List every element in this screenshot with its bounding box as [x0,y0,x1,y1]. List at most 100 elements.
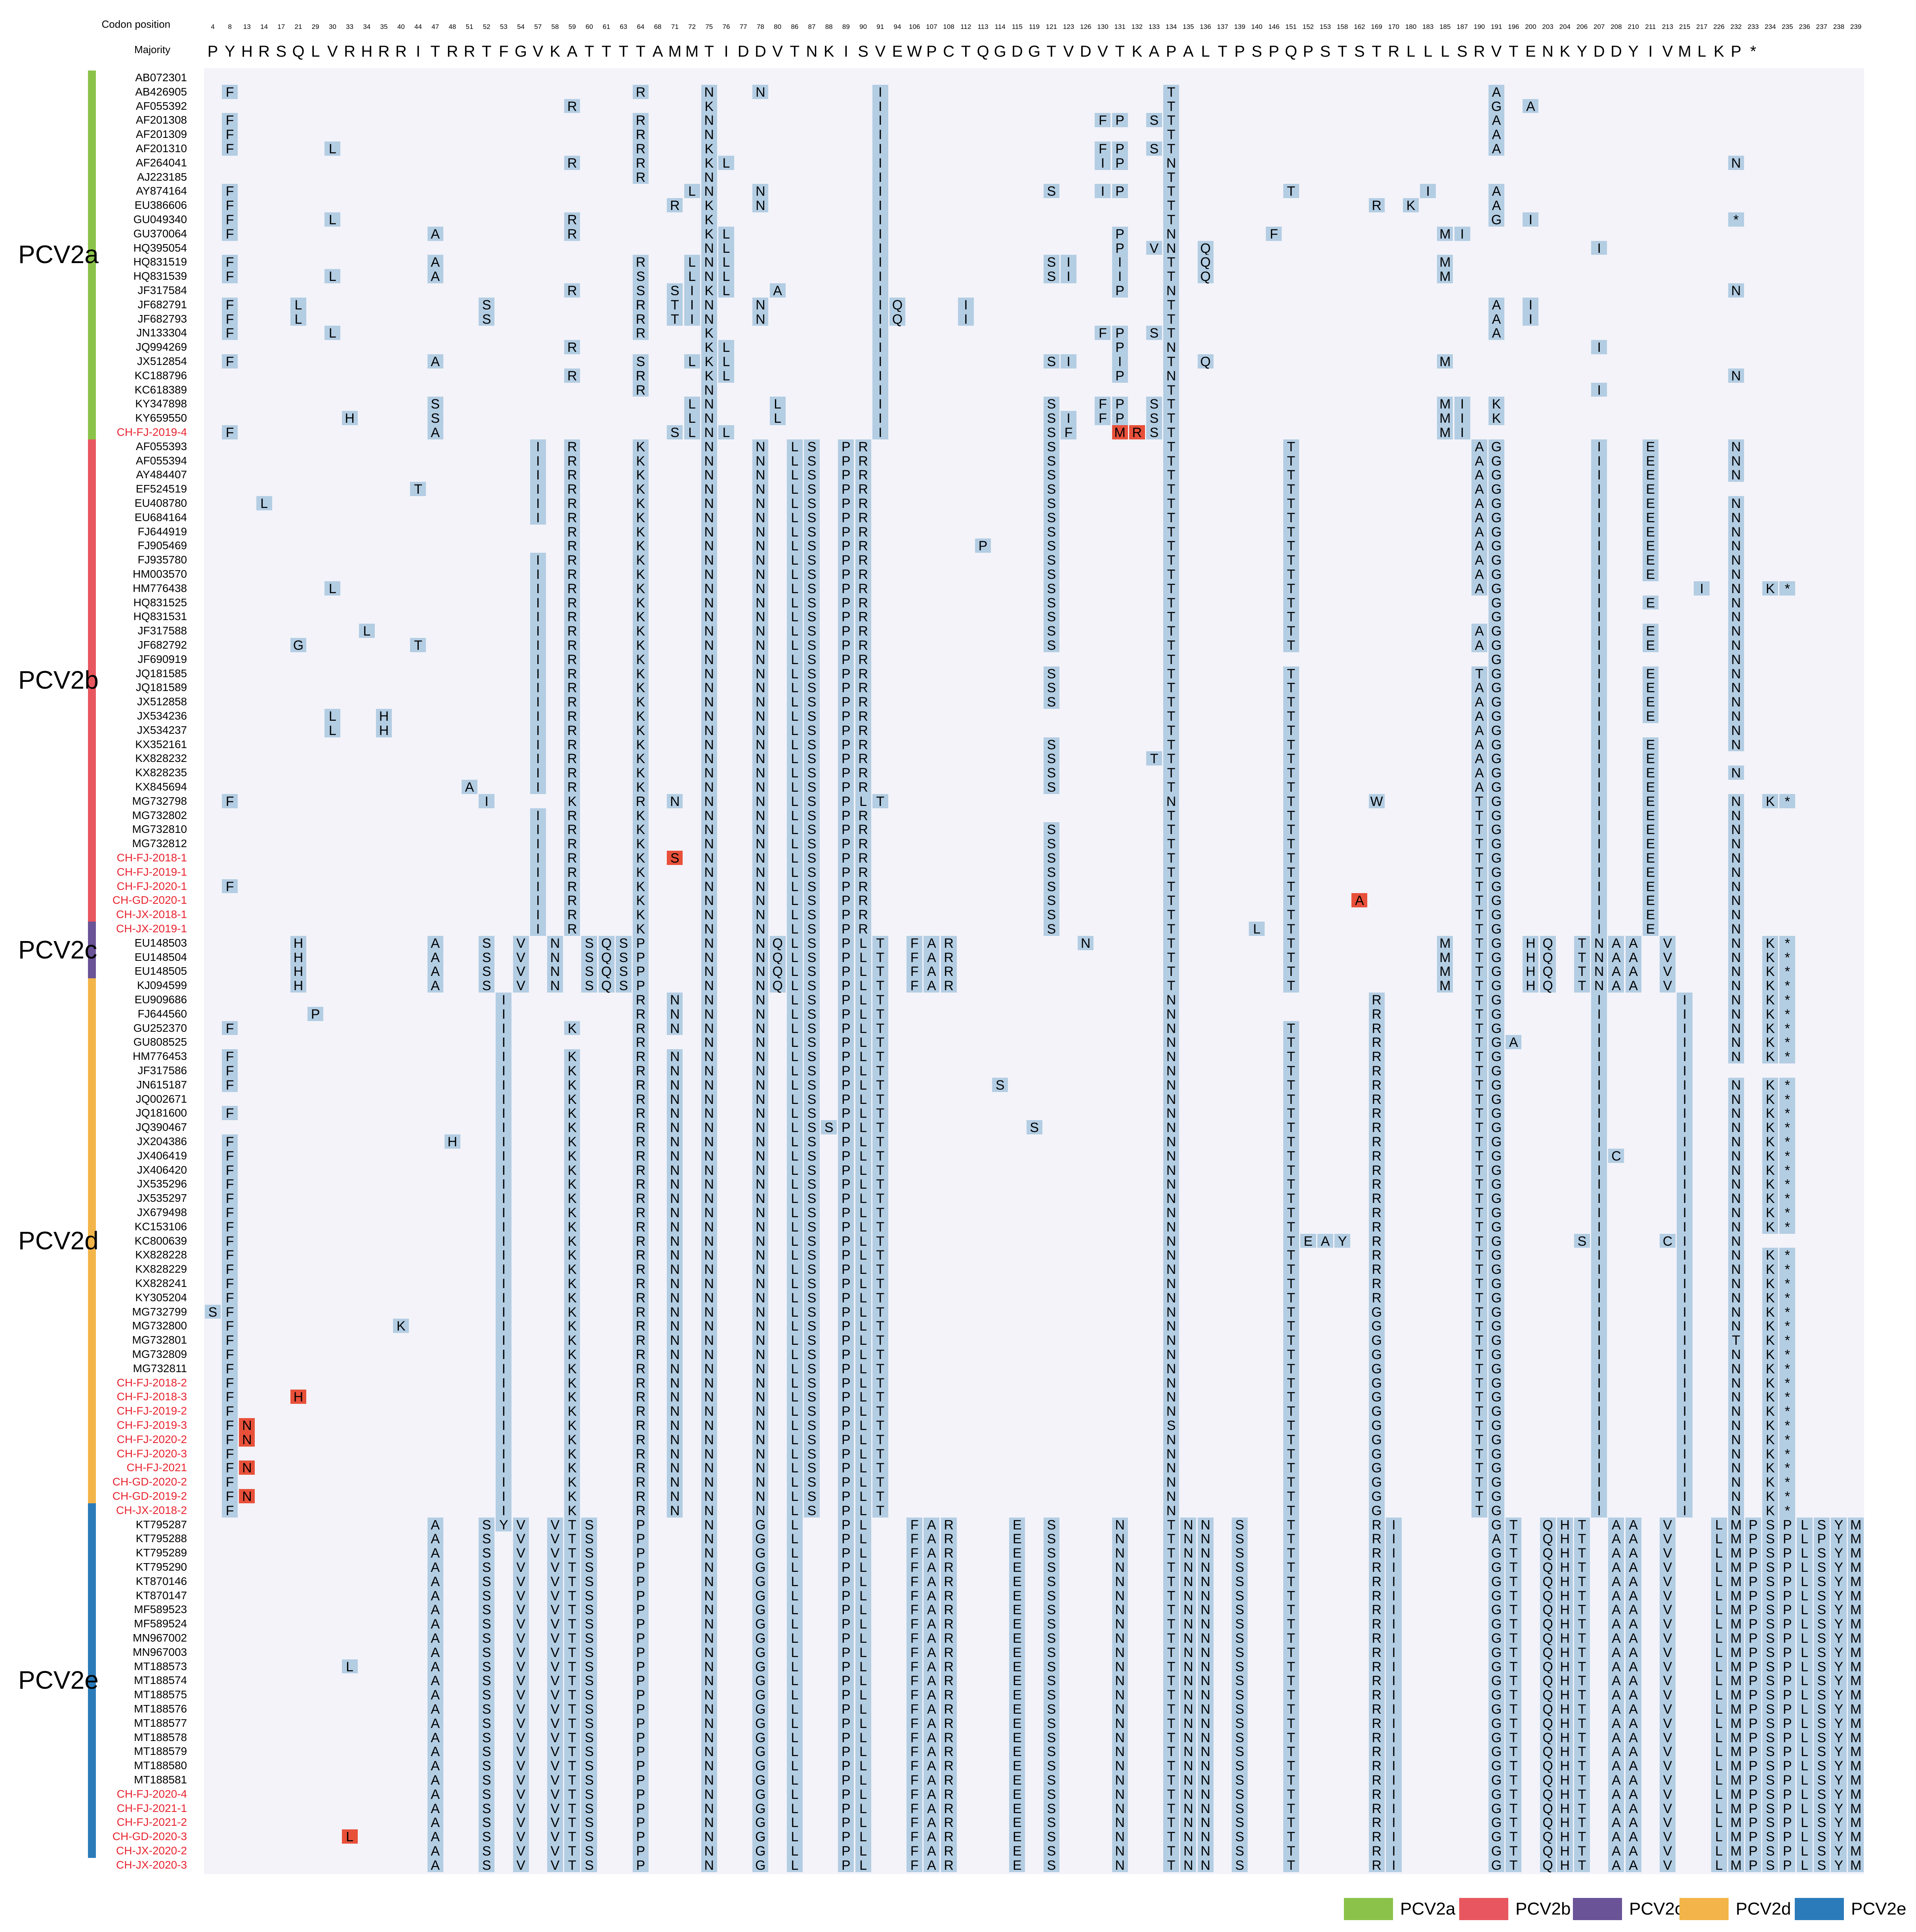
mutation-cell: L [855,1432,871,1447]
mutation-cell: T [564,1744,580,1759]
mutation-cell: T [1471,935,1487,951]
mutation-cell: T [1506,1858,1522,1873]
mutation-cell: T [1283,1688,1299,1703]
mutation-cell: T [1471,1077,1487,1093]
mutation-cell: F [222,1460,238,1476]
mutation-cell: I [530,751,546,766]
mutation-cell: R [564,595,580,610]
mutation-cell: N [752,922,769,937]
mutation-cell: N [1163,1404,1179,1419]
mutation-cell: I [1591,836,1607,851]
mutation-cell: F [1095,141,1111,157]
majority-residue: T [430,43,440,60]
mutation-cell: N [1197,1773,1214,1788]
mutation-cell: N [1180,1730,1197,1745]
mutation-cell: T [1574,1546,1590,1561]
mutation-cell: V [1660,1602,1676,1617]
mutation-cell: F [906,1517,923,1532]
mutation-cell: T [1471,978,1487,993]
mutation-cell: R [1129,425,1145,440]
mutation-cell: L [786,1262,803,1277]
mutation-cell: A [1608,1517,1624,1532]
mutation-cell: T [1506,1659,1522,1674]
mutation-cell: R [1368,1574,1385,1589]
mutation-cell: N [1728,1319,1744,1334]
mutation-cell: I [530,851,546,866]
mutation-cell: S [1043,879,1059,894]
mutation-cell: L [786,1460,803,1476]
mutation-cell: I [530,907,546,922]
mutation-cell: N [1180,1517,1197,1532]
mutation-cell: P [1112,340,1128,355]
mutation-cell: P [633,1645,649,1660]
mutation-cell: L [786,624,803,639]
mutation-cell: T [872,1035,888,1050]
strain-label: KJ094599 [137,979,187,992]
mutation-cell: T [1283,1503,1299,1518]
mutation-cell: V [1146,241,1162,256]
mutation-cell: R [1368,1177,1385,1192]
mutation-cell: G [1489,935,1504,951]
mutation-cell: N [1728,808,1744,823]
mutation-cell: R [855,553,871,568]
mutation-cell: * [1779,1361,1796,1376]
mutation-cell: I [496,1233,512,1249]
mutation-cell: S [1043,695,1059,710]
mutation-cell: K [701,141,717,157]
mutation-cell: L [1711,1688,1727,1703]
mutation-cell: N [752,666,769,681]
mutation-cell: R [855,482,871,497]
mutation-cell: K [564,1390,580,1405]
mutation-cell: M [1437,354,1453,369]
mutation-cell: N [701,1588,717,1603]
mutation-cell: * [1779,1404,1796,1419]
majority-residue: K [1132,43,1143,60]
mutation-cell: R [941,978,957,993]
mutation-cell: R [855,723,871,738]
mutation-cell: T [1574,1758,1590,1774]
mutation-cell: I [1591,1460,1607,1476]
mutation-cell: T [872,993,888,1008]
mutation-cell: R [1368,1688,1385,1703]
mutation-cell: A [427,1659,443,1674]
mutation-cell: S [581,950,597,965]
mutation-cell: T [1163,510,1179,525]
mutation-cell: H [1557,1645,1573,1660]
mutation-cell: I [496,1432,512,1447]
mutation-cell: N [752,1219,769,1235]
mutation-cell: N [1728,737,1744,752]
mutation-cell: M [1848,1517,1864,1532]
mutation-cell: Q [1197,269,1214,284]
mutation-cell: R [855,780,871,795]
majority-residue: K [550,43,561,60]
mutation-cell: I [530,922,546,937]
mutation-cell: T [872,794,888,809]
mutation-cell: A [462,780,477,795]
mutation-cell: P [633,1716,649,1731]
mutation-cell: K [633,766,649,781]
mutation-cell: F [906,1744,923,1759]
mutation-cell: N [752,950,769,965]
mutation-cell: L [855,1404,871,1419]
mutation-cell: T [1163,453,1179,468]
mutation-cell: K [633,893,649,908]
mutation-cell: P [633,1531,649,1546]
mutation-cell: P [1779,1801,1796,1816]
mutation-cell: Q [1540,1659,1556,1674]
strain-label: EU909686 [134,993,187,1006]
mutation-cell: P [1779,1631,1796,1646]
mutation-cell: L [855,1290,871,1306]
mutation-cell: T [872,1049,888,1064]
mutation-cell: L [786,1092,803,1107]
mutation-cell: N [701,1134,717,1149]
mutation-cell: S [804,766,820,781]
mutation-cell: R [564,609,580,624]
mutation-cell: G [1489,1120,1504,1135]
mutation-cell: P [1112,283,1128,298]
mutation-cell: T [1574,935,1590,951]
mutation-cell: I [1591,1177,1607,1192]
mutation-cell: N [1163,1446,1179,1461]
mutation-cell: S [1232,1588,1248,1603]
mutation-cell: L [786,1844,803,1859]
mutation-cell: S [1762,1716,1779,1731]
